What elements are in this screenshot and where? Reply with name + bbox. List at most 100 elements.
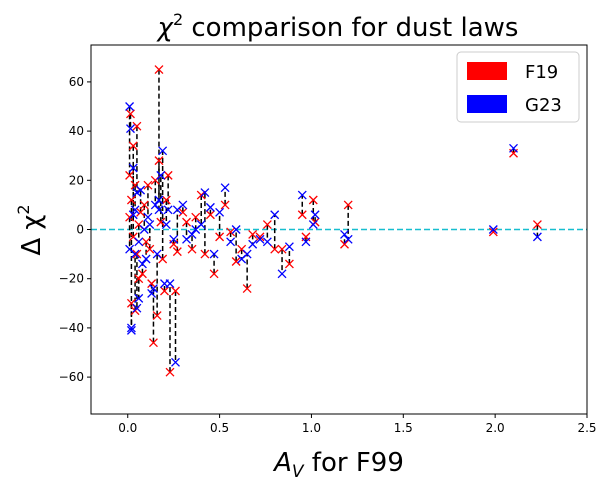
y-tick-label: 0 — [76, 223, 84, 237]
g23-marker — [130, 205, 140, 215]
g23-marker — [156, 170, 166, 180]
f19-marker — [134, 274, 144, 284]
x-tick-label: 1.5 — [394, 421, 413, 435]
g23-marker — [532, 232, 542, 242]
g23-marker — [152, 249, 162, 259]
legend-label-g23: G23 — [525, 95, 562, 116]
g23-marker — [308, 220, 318, 230]
g23-marker — [145, 220, 155, 230]
f19-marker — [139, 200, 149, 210]
y-axis-label: Δ χ2 — [14, 204, 47, 255]
plot-area — [91, 65, 587, 377]
g23-marker — [310, 210, 320, 220]
g23-marker — [196, 220, 206, 230]
f19-marker — [132, 249, 142, 259]
f19-marker — [340, 239, 349, 249]
g23-marker — [297, 190, 307, 200]
x-axis-ticks: 0.0 0.5 1.0 1.5 2.0 2.5 — [118, 414, 597, 435]
f19-marker — [128, 141, 138, 151]
g23-marker — [171, 357, 180, 367]
g23-marker — [130, 249, 140, 259]
f19-marker — [220, 200, 230, 210]
g23-marker — [126, 323, 136, 333]
f19-marker — [152, 311, 162, 321]
f19-marker — [178, 207, 188, 217]
f19-marker — [156, 217, 166, 227]
g23-marker — [255, 234, 265, 244]
g23-marker — [125, 102, 135, 111]
x-tick-label: 2.0 — [486, 421, 505, 435]
g23-marker — [163, 205, 173, 215]
g23-marker — [136, 185, 146, 195]
f19-marker — [248, 229, 258, 239]
f19-marker — [132, 121, 142, 131]
x-axis-label: AV for F99 — [272, 448, 404, 482]
y-tick-label: 40 — [69, 124, 84, 138]
g23-marker — [154, 195, 164, 205]
g23-marker — [215, 207, 225, 217]
g23-marker — [343, 234, 353, 244]
g23-marker — [148, 284, 158, 293]
legend: F19 G23 — [456, 51, 580, 123]
y-tick-label: −20 — [59, 272, 84, 286]
g23-marker — [128, 163, 138, 173]
f19-marker — [161, 195, 171, 205]
chart-title: χ2 comparison for dust laws — [156, 10, 519, 43]
y-tick-label: −60 — [59, 370, 84, 384]
f19-marker — [242, 284, 252, 293]
g23-marker — [488, 225, 498, 234]
g23-marker — [270, 210, 280, 220]
legend-swatch-f19 — [467, 62, 507, 80]
f19-marker — [532, 220, 542, 230]
y-axis-ticks: −60 −40 −20 0 20 40 60 — [59, 75, 91, 384]
g23-marker — [128, 210, 138, 220]
f19-marker — [163, 170, 173, 180]
f19-marker — [154, 65, 164, 75]
legend-swatch-g23 — [467, 95, 507, 113]
f19-marker — [125, 170, 135, 180]
f19-marker — [308, 195, 318, 205]
g23-marker — [126, 325, 136, 335]
f19-marker — [148, 338, 158, 348]
g23-marker — [209, 249, 219, 259]
g23-marker — [226, 237, 236, 247]
g23-marker — [126, 124, 135, 134]
f19-marker — [255, 232, 265, 242]
g23-marker — [284, 242, 294, 252]
g23-marker — [262, 237, 272, 247]
g23-marker — [143, 212, 153, 222]
g23-marker — [147, 289, 157, 298]
f19-marker — [231, 257, 241, 266]
x-tick-label: 2.5 — [577, 421, 596, 435]
f19-marker — [126, 109, 135, 119]
y-tick-label: 20 — [69, 173, 84, 187]
f19-marker — [172, 247, 182, 257]
f19-marker — [200, 249, 210, 259]
f19-marker — [209, 269, 219, 279]
f19-marker — [270, 244, 280, 254]
f19-marker — [284, 259, 294, 269]
g23-marker — [231, 225, 241, 234]
f19-marker — [182, 217, 191, 227]
f19-marker — [145, 244, 155, 254]
f19-marker — [297, 210, 307, 220]
y-tick-label: 60 — [69, 75, 84, 89]
g23-marker — [509, 143, 518, 153]
x-tick-label: 0.5 — [210, 421, 229, 435]
f19-marker — [187, 244, 197, 254]
g23-marker — [165, 279, 175, 289]
g23-marker — [340, 229, 349, 239]
f19-markers — [125, 65, 542, 377]
g23-marker — [169, 234, 179, 244]
g23-marker — [187, 229, 197, 239]
f19-marker — [165, 367, 175, 377]
legend-label-f19: F19 — [525, 62, 558, 83]
g23-marker — [134, 237, 144, 247]
g23-marker — [158, 146, 168, 156]
f19-marker — [215, 232, 225, 242]
g23-marker — [134, 293, 144, 303]
g23-marker — [150, 200, 160, 210]
f19-marker — [137, 269, 147, 279]
g23-markers — [125, 102, 542, 367]
